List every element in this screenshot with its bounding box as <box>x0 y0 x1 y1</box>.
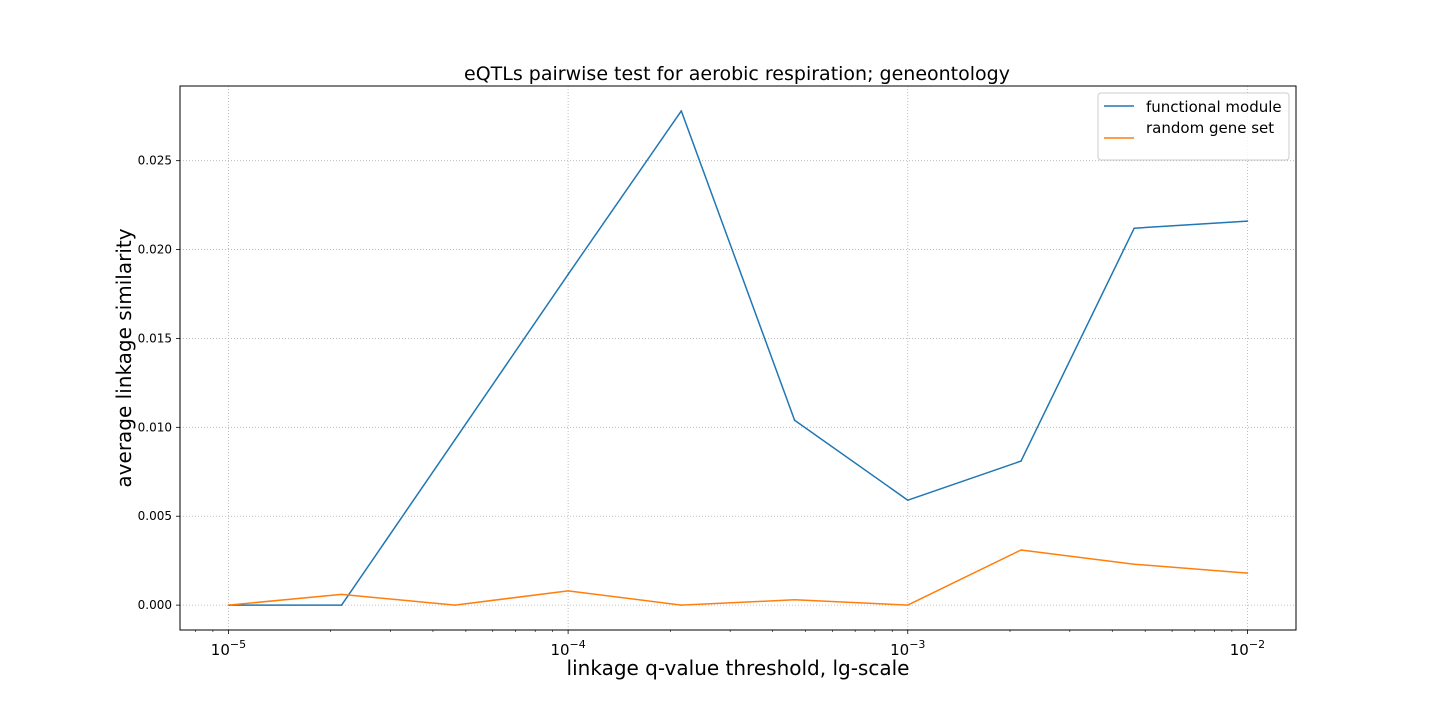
y-axis-ticks: 0.000 0.005 0.010 0.015 0.020 0.025 <box>138 154 180 612</box>
x-tick-label: 10−5 <box>211 638 246 659</box>
x-tick-base: 10 <box>211 641 230 659</box>
chart-title: eQTLs pairwise test for aerobic respirat… <box>464 63 1010 85</box>
y-tick-label: 0.010 <box>138 420 172 434</box>
data-point-random-gene-set <box>793 598 796 601</box>
x-tick-exponent: −3 <box>909 638 925 651</box>
x-tick-exponent: −5 <box>230 638 246 651</box>
data-point-random-gene-set <box>567 590 569 592</box>
data-point-random-gene-set <box>680 604 683 606</box>
legend-box <box>1097 92 1290 161</box>
data-point-functional-module <box>1246 220 1249 222</box>
data-point-functional-module <box>906 499 909 502</box>
data-point-functional-module <box>680 110 683 112</box>
plot-frame <box>179 85 1297 631</box>
data-point-functional-module <box>340 604 343 606</box>
data-point-functional-module <box>1133 227 1136 230</box>
y-tick-label: 0.005 <box>138 509 172 523</box>
x-axis-label: linkage q-value threshold, lg-scale <box>567 656 910 680</box>
series-lines <box>227 110 1249 606</box>
x-axis-ticks: 10−5 10−4 10−3 10−2 <box>211 630 1265 659</box>
x-tick-label: 10−2 <box>1230 638 1265 659</box>
data-point-functional-module <box>454 438 456 441</box>
y-axis-label: average linkage similarity <box>112 228 136 487</box>
series-line-functional-module <box>228 110 1248 606</box>
x-tick-exponent: −4 <box>570 638 586 651</box>
grid <box>180 86 1296 630</box>
x-tick-label: 10−4 <box>550 638 585 659</box>
x-tick-exponent: −2 <box>1249 638 1265 651</box>
data-point-functional-module <box>567 273 569 276</box>
legend: functional module random gene set <box>1097 92 1290 161</box>
data-point-random-gene-set <box>340 593 343 596</box>
x-tick-base: 10 <box>550 641 569 659</box>
y-tick-label: 0.000 <box>138 598 172 612</box>
data-point-functional-module <box>793 419 796 422</box>
data-point-random-gene-set <box>454 604 456 606</box>
data-point-random-gene-set <box>1246 572 1249 574</box>
legend-label-functional-module: functional module <box>1146 98 1282 116</box>
series-line-random-gene-set <box>228 549 1248 606</box>
y-tick-label: 0.015 <box>138 331 172 345</box>
x-tick-label: 10−3 <box>890 638 925 659</box>
data-point-random-gene-set <box>1020 549 1022 551</box>
data-point-random-gene-set <box>227 604 230 606</box>
y-tick-label: 0.025 <box>138 154 172 168</box>
data-point-random-gene-set <box>906 604 909 606</box>
y-tick-label: 0.020 <box>138 243 172 257</box>
data-point-functional-module <box>1020 460 1022 462</box>
x-tick-base: 10 <box>890 641 909 659</box>
x-tick-base: 10 <box>1230 641 1249 659</box>
legend-label-random-gene-set: random gene set <box>1146 119 1274 137</box>
data-point-random-gene-set <box>1133 563 1136 566</box>
